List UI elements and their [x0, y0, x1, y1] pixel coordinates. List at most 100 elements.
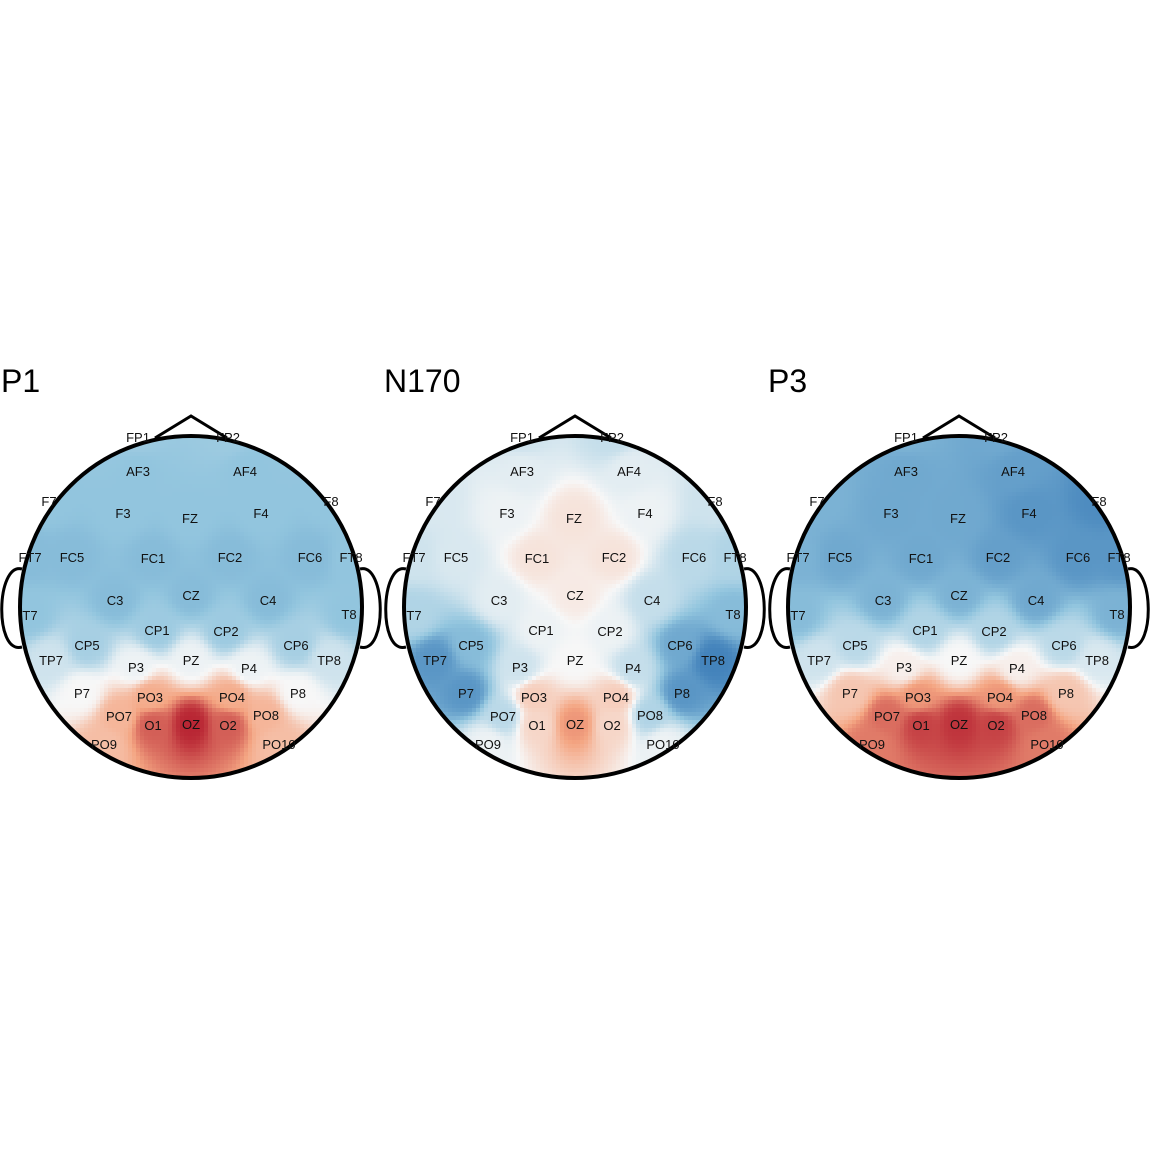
- heat-cell: [248, 596, 253, 601]
- heat-cell: [184, 576, 189, 581]
- heat-cell: [240, 496, 245, 501]
- heat-cell: [68, 680, 73, 685]
- heat-cell: [132, 588, 137, 593]
- heat-cell: [72, 572, 77, 577]
- heat-cell: [276, 520, 281, 525]
- heat-cell: [240, 508, 245, 513]
- heat-cell: [300, 656, 305, 661]
- heat-cell: [336, 544, 341, 549]
- heat-cell: [164, 652, 169, 657]
- heat-cell: [348, 632, 353, 637]
- heat-cell: [272, 516, 277, 521]
- heat-cell: [180, 652, 185, 657]
- heat-cell: [320, 700, 325, 705]
- heat-cell: [212, 456, 217, 461]
- heat-cell: [328, 596, 333, 601]
- heat-cell: [288, 668, 293, 673]
- heat-cell: [132, 592, 137, 597]
- heat-cell: [84, 564, 89, 569]
- heat-cell: [60, 584, 65, 589]
- heat-cell: [328, 640, 333, 645]
- heat-cell: [36, 592, 41, 597]
- heat-cell: [244, 488, 249, 493]
- heat-cell: [96, 540, 101, 545]
- heat-cell: [48, 660, 53, 665]
- heat-cell: [356, 608, 361, 613]
- heat-cell: [300, 620, 305, 625]
- heat-cell: [288, 564, 293, 569]
- heat-cell: [316, 656, 321, 661]
- heat-cell: [180, 612, 185, 617]
- heat-cell: [152, 624, 157, 629]
- heat-cell: [88, 524, 93, 529]
- heat-cell: [104, 676, 109, 681]
- heat-cell: [92, 468, 97, 473]
- heat-cell: [120, 492, 125, 497]
- heat-cell: [152, 664, 157, 669]
- heat-cell: [336, 588, 341, 593]
- heat-cell: [280, 552, 285, 557]
- heat-cell: [68, 488, 73, 493]
- heat-cell: [180, 608, 185, 613]
- heat-cell: [168, 576, 173, 581]
- heat-cell: [176, 628, 181, 633]
- heat-cell: [136, 684, 141, 689]
- heat-cell: [252, 528, 257, 533]
- heat-cell: [300, 628, 305, 633]
- heat-cell: [200, 544, 205, 549]
- heat-cell: [276, 676, 281, 681]
- heat-cell: [184, 460, 189, 465]
- heat-cell: [268, 464, 273, 469]
- heat-cell: [160, 644, 165, 649]
- heat-cell: [64, 684, 69, 689]
- heat-cell: [112, 532, 117, 537]
- heat-cell: [140, 636, 145, 641]
- heat-cell: [88, 672, 93, 677]
- heat-cell: [180, 516, 185, 521]
- heat-cell: [240, 524, 245, 529]
- heat-cell: [256, 580, 261, 585]
- heat-cell: [216, 524, 221, 529]
- heat-cell: [152, 608, 157, 613]
- heat-cell: [112, 496, 117, 501]
- heat-cell: [336, 528, 341, 533]
- heat-cell: [184, 476, 189, 481]
- heat-cell: [304, 544, 309, 549]
- heat-cell: [164, 580, 169, 585]
- heat-cell: [132, 600, 137, 605]
- heat-cell: [108, 492, 113, 497]
- heat-cell: [76, 688, 81, 693]
- heat-cell: [32, 616, 37, 621]
- heat-cell: [112, 648, 117, 653]
- heat-cell: [136, 636, 141, 641]
- heat-cell: [236, 600, 241, 605]
- heat-cell: [220, 528, 225, 533]
- heat-cell: [168, 580, 173, 585]
- heat-cell: [156, 440, 161, 445]
- heat-cell: [208, 544, 213, 549]
- heat-cell: [172, 488, 177, 493]
- heat-cell: [160, 452, 165, 457]
- heat-cell: [304, 664, 309, 669]
- heat-cell: [68, 596, 73, 601]
- heat-cell: [232, 664, 237, 669]
- heat-cell: [152, 488, 157, 493]
- heat-cell: [212, 588, 217, 593]
- heat-cell: [112, 476, 117, 481]
- heat-cell: [148, 452, 153, 457]
- heat-cell: [76, 556, 81, 561]
- heat-cell: [224, 536, 229, 541]
- heat-cell: [152, 536, 157, 541]
- heat-cell: [248, 636, 253, 641]
- heat-cell: [140, 584, 145, 589]
- heat-cell: [116, 476, 121, 481]
- heat-cell: [100, 476, 105, 481]
- heat-cell: [224, 552, 229, 557]
- heat-cell: [308, 632, 313, 637]
- heat-cell: [252, 544, 257, 549]
- heat-cell: [132, 548, 137, 553]
- heat-cell: [68, 632, 73, 637]
- heat-cell: [212, 548, 217, 553]
- heat-cell: [200, 552, 205, 557]
- heat-cell: [236, 456, 241, 461]
